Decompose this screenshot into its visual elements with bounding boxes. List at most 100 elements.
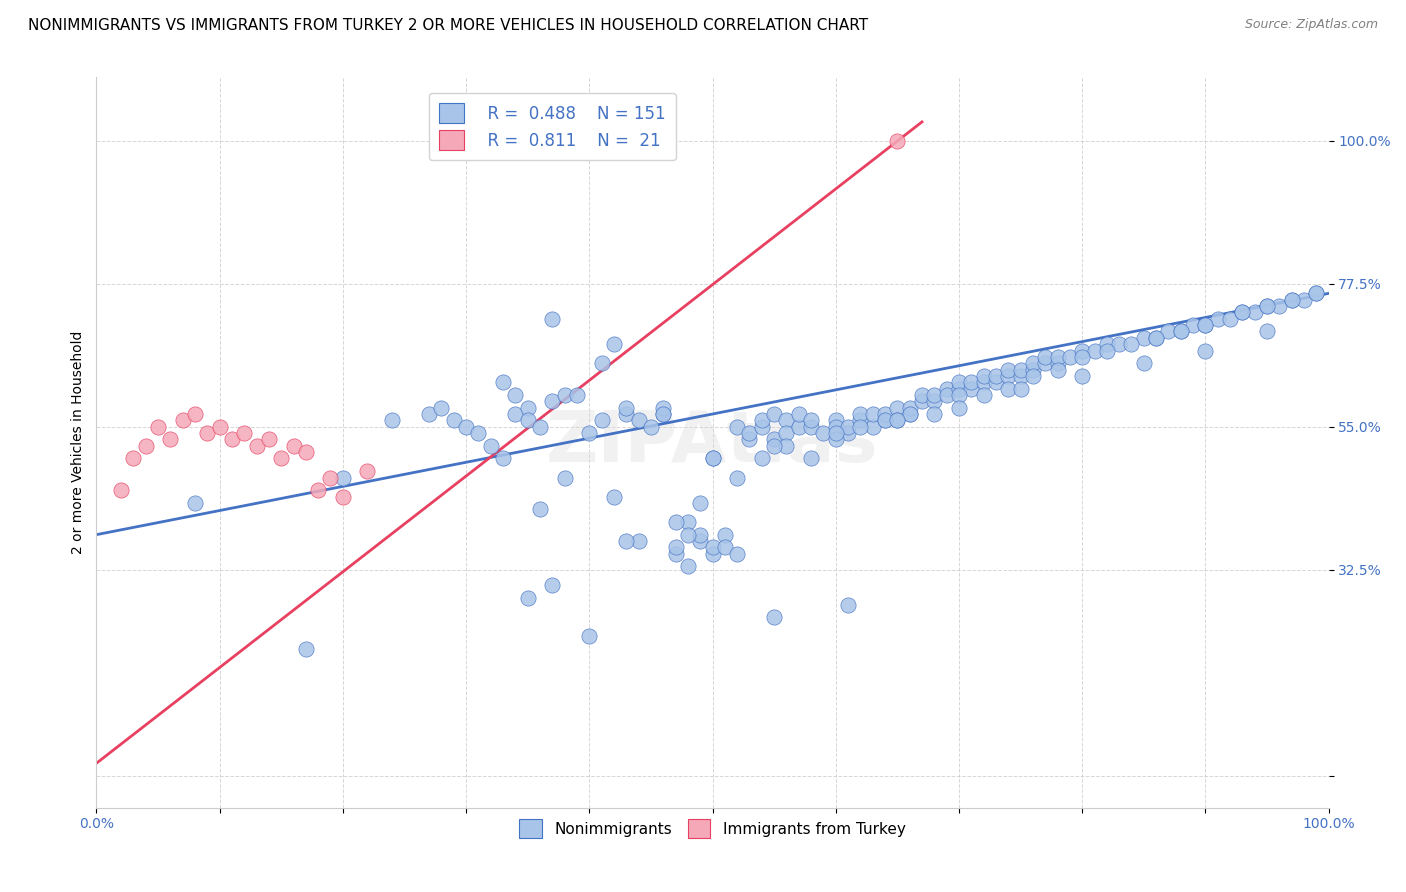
Point (1095, 337, 1118, 351)
Point (1268, 299, 1291, 313)
Point (467, 426, 489, 441)
Point (195, 426, 218, 441)
Point (898, 407, 921, 421)
Point (973, 388, 995, 402)
Point (714, 527, 737, 541)
Point (1022, 356, 1045, 370)
Point (984, 368, 1007, 383)
Point (541, 578, 564, 592)
Point (886, 413, 908, 427)
Point (1170, 325, 1192, 339)
Point (837, 598, 859, 612)
Point (1305, 286, 1327, 301)
Point (1108, 337, 1130, 351)
Text: Source: ZipAtlas.com: Source: ZipAtlas.com (1244, 18, 1378, 31)
Point (1071, 368, 1094, 383)
Point (221, 433, 243, 447)
Point (418, 407, 440, 421)
Point (935, 382, 957, 396)
Point (886, 401, 908, 415)
Point (702, 541, 724, 555)
Point (800, 451, 823, 466)
Point (898, 407, 921, 421)
Point (763, 407, 786, 421)
Point (492, 376, 515, 390)
Point (270, 451, 292, 466)
Point (627, 534, 650, 549)
Point (997, 362, 1019, 376)
Point (295, 445, 318, 459)
Point (578, 426, 600, 441)
Point (948, 388, 970, 402)
Point (738, 426, 761, 441)
Point (652, 407, 675, 421)
Point (873, 413, 896, 427)
Point (1194, 318, 1216, 332)
Point (454, 419, 477, 434)
Point (356, 464, 378, 478)
Point (283, 439, 305, 453)
Point (1083, 343, 1105, 358)
Point (1305, 286, 1327, 301)
Point (1133, 356, 1156, 370)
Y-axis label: 2 or more Vehicles in Household: 2 or more Vehicles in Household (72, 331, 86, 554)
Point (1194, 343, 1216, 358)
Point (1033, 350, 1056, 364)
Point (898, 401, 921, 415)
Point (1256, 299, 1278, 313)
Point (751, 451, 773, 466)
Point (257, 433, 280, 447)
Point (135, 439, 157, 453)
Point (664, 515, 686, 529)
Point (332, 470, 354, 484)
Point (541, 311, 564, 326)
Point (824, 433, 846, 447)
Point (960, 382, 983, 396)
Point (886, 413, 908, 427)
Point (849, 413, 872, 427)
Point (924, 388, 946, 402)
Point (973, 368, 995, 383)
Point (516, 591, 538, 606)
Point (554, 470, 576, 484)
Point (948, 401, 970, 415)
Point (110, 483, 132, 498)
Point (862, 419, 884, 434)
Point (689, 496, 711, 510)
Point (824, 419, 846, 434)
Point (591, 356, 613, 370)
Point (763, 433, 786, 447)
Point (1292, 293, 1315, 307)
Point (873, 413, 896, 427)
Point (1095, 343, 1118, 358)
Point (184, 407, 207, 421)
Point (1219, 311, 1241, 326)
Point (640, 419, 662, 434)
Point (725, 547, 748, 561)
Point (1010, 362, 1032, 376)
Point (935, 388, 957, 402)
Point (800, 413, 823, 427)
Point (381, 413, 404, 427)
Point (1206, 311, 1229, 326)
Legend: Nonimmigrants, Immigrants from Turkey: Nonimmigrants, Immigrants from Turkey (513, 814, 911, 844)
Point (924, 394, 946, 409)
Point (591, 413, 613, 427)
Point (824, 426, 846, 441)
Point (800, 419, 823, 434)
Point (1133, 331, 1156, 345)
Point (554, 388, 576, 402)
Point (1022, 362, 1045, 376)
Point (184, 496, 207, 510)
Point (664, 547, 686, 561)
Point (751, 419, 773, 434)
Point (541, 394, 564, 409)
Point (332, 490, 354, 504)
Point (873, 407, 896, 421)
Point (307, 483, 329, 498)
Point (702, 547, 724, 561)
Point (676, 559, 699, 574)
Point (787, 419, 810, 434)
Point (1071, 343, 1094, 358)
Point (505, 388, 527, 402)
